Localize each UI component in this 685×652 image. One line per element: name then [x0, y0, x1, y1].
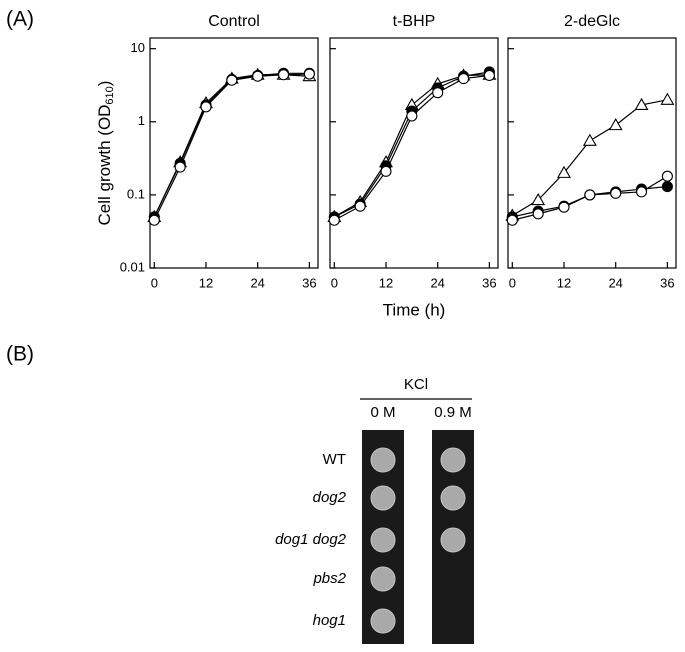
chart-title: Control	[208, 13, 260, 30]
colony-spot	[370, 447, 396, 473]
x-tick-label: 0	[151, 275, 158, 290]
colony-spot	[370, 527, 396, 553]
column-label: 0 M	[370, 404, 395, 421]
x-tick-label: 0	[331, 275, 338, 290]
x-tick-label: 36	[302, 275, 316, 290]
series-line	[153, 73, 310, 221]
y-label-text: Cell growth (OD	[95, 105, 114, 226]
marker	[406, 110, 418, 122]
marker	[635, 186, 648, 198]
row-label: hog1	[313, 612, 346, 629]
colony-spot	[370, 608, 396, 634]
marker	[457, 73, 470, 85]
y-axis-label: Cell growth (OD610)	[95, 81, 115, 226]
marker	[558, 201, 570, 213]
series-line	[153, 74, 310, 218]
series-line	[153, 72, 310, 218]
row-label: dog2	[313, 489, 347, 506]
x-tick-label: 12	[199, 275, 213, 290]
x-tick-label: 12	[379, 275, 393, 290]
marker	[532, 208, 544, 220]
marker	[506, 214, 518, 226]
x-tick-label: 36	[660, 275, 674, 290]
series-line	[334, 74, 490, 218]
colony-spot	[440, 447, 466, 473]
marker	[531, 192, 546, 206]
marker	[634, 97, 649, 110]
marker	[252, 70, 264, 82]
colony-spot	[440, 527, 466, 553]
marker	[610, 187, 622, 199]
group-label: KCl	[404, 376, 428, 393]
y-tick-label: 1	[138, 113, 145, 128]
x-tick-label: 36	[482, 275, 496, 290]
series-line	[334, 74, 490, 221]
marker	[483, 69, 495, 82]
marker	[380, 165, 392, 177]
row-label: WT	[323, 451, 346, 468]
marker	[277, 69, 290, 81]
marker	[174, 161, 186, 173]
series-line	[334, 71, 490, 218]
marker	[557, 165, 571, 178]
y-tick-label: 0.1	[127, 186, 145, 201]
plot-frame	[329, 37, 499, 269]
y-tick-label: 0.01	[120, 259, 145, 274]
marker	[303, 68, 315, 80]
row-label: pbs2	[312, 570, 346, 587]
marker	[226, 74, 238, 86]
column-label: 0.9 M	[434, 404, 472, 421]
y-label-subscript: 610	[104, 86, 116, 104]
marker	[328, 214, 340, 226]
x-tick-label: 12	[557, 275, 571, 290]
y-label-suffix: )	[95, 81, 114, 87]
panel-label: (B)	[6, 343, 34, 366]
x-axis-label: Time (h)	[383, 300, 446, 319]
marker	[661, 181, 673, 193]
plot-frame	[507, 37, 677, 269]
marker	[660, 92, 675, 105]
marker	[584, 189, 596, 201]
marker	[432, 87, 444, 99]
chart-title: t-BHP	[393, 13, 436, 30]
marker	[200, 101, 212, 113]
y-tick-label: 10	[131, 40, 145, 55]
colony-spot	[370, 566, 396, 592]
plot-frame	[149, 37, 319, 269]
marker	[148, 214, 160, 226]
marker	[608, 118, 623, 131]
row-label: dog1 dog2	[275, 531, 347, 548]
colony-spot	[370, 485, 396, 511]
colony-spot	[440, 485, 466, 511]
marker	[354, 200, 366, 212]
marker	[661, 170, 673, 182]
x-tick-label: 24	[250, 275, 264, 290]
x-tick-label: 24	[430, 275, 444, 290]
x-tick-label: 0	[509, 275, 516, 290]
marker	[582, 133, 597, 146]
x-tick-label: 24	[608, 275, 622, 290]
chart-title: 2-deGlc	[564, 13, 620, 30]
panel-label: (A)	[6, 8, 34, 31]
